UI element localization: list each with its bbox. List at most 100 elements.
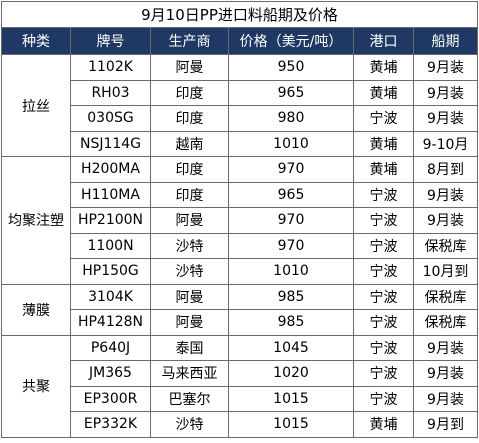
grade-cell: HP2100N: [70, 207, 151, 234]
table-row: JM365 马来西亚 1020 宁波 9月装: [2, 360, 479, 387]
header-shipping: 船期: [412, 27, 479, 55]
shipping-cell: 9月装: [412, 79, 479, 106]
header-grade: 牌号: [70, 27, 151, 55]
grade-cell: 1102K: [70, 54, 151, 81]
port-cell: 黄埔: [353, 130, 414, 157]
grade-cell: 030SG: [70, 105, 151, 132]
table-row: 030SG 印度 980 宁波 9月装: [2, 105, 479, 132]
port-cell: 黄埔: [353, 156, 414, 183]
producer-cell: 沙特: [150, 258, 229, 285]
shipping-cell: 9月装: [412, 105, 479, 132]
port-cell: 宁波: [353, 309, 414, 336]
port-cell: 黄埔: [353, 411, 414, 438]
grade-cell: 1100N: [70, 232, 151, 259]
table-row: H110MA 印度 965 宁波 9月装: [2, 181, 479, 208]
price-cell: 1045: [228, 334, 354, 361]
price-cell: 965: [228, 79, 354, 106]
price-cell: 1015: [228, 411, 354, 438]
producer-cell: 印度: [150, 156, 229, 183]
grade-cell: HP150G: [70, 258, 151, 285]
price-cell: 970: [228, 232, 354, 259]
table-row: HP4128N 阿曼 985 宁波 保税库: [2, 309, 479, 336]
price-cell: 1015: [228, 385, 354, 412]
port-cell: 宁波: [353, 283, 414, 310]
table-row: EP300R 巴塞尔 1015 宁波 9月装: [2, 385, 479, 412]
price-cell: 1010: [228, 130, 354, 157]
grade-cell: RH03: [70, 79, 151, 106]
producer-cell: 阿曼: [150, 54, 229, 81]
header-producer: 生产商: [150, 27, 229, 55]
port-cell: 黄埔: [353, 54, 414, 81]
producer-cell: 沙特: [150, 232, 229, 259]
grade-cell: JM365: [70, 360, 151, 387]
header-port: 港口: [353, 27, 414, 55]
price-cell: 980: [228, 105, 354, 132]
table-row: 1100N 沙特 970 宁波 保税库: [2, 232, 479, 259]
category-cell: 拉丝: [1, 54, 71, 157]
grade-cell: NSJ114G: [70, 130, 151, 157]
port-cell: 宁波: [353, 207, 414, 234]
category-cell: 均聚注塑: [1, 156, 71, 285]
shipping-cell: 8月到: [412, 156, 479, 183]
port-cell: 宁波: [353, 105, 414, 132]
producer-cell: 沙特: [150, 411, 229, 438]
port-cell: 宁波: [353, 385, 414, 412]
table-title: 9月10日PP进口料船期及价格: [0, 1, 479, 28]
grade-cell: EP332K: [70, 411, 151, 438]
table-row: NSJ114G 越南 1010 黄埔 9-10月: [2, 130, 479, 157]
table-row: EP332K 沙特 1015 黄埔 9月到: [2, 411, 479, 438]
price-cell: 970: [228, 156, 354, 183]
grade-cell: EP300R: [70, 385, 151, 412]
table-row: HP150G 沙特 1010 宁波 10月到: [2, 258, 479, 285]
table-row: 共聚 P640J 泰国 1045 宁波 9月装: [1, 334, 479, 438]
grade-cell: P640J: [70, 334, 151, 361]
producer-cell: 越南: [150, 130, 229, 157]
shipping-cell: 9月装: [412, 360, 479, 387]
shipping-cell: 保税库: [412, 309, 479, 336]
table-row: 薄膜 3104K 阿曼 985 宁波 保税库: [1, 283, 479, 336]
header-category: 种类: [1, 27, 71, 55]
table-row: HP2100N 阿曼 970 宁波 9月装: [2, 207, 479, 234]
price-cell: 985: [228, 309, 354, 336]
grade-cell: 3104K: [70, 283, 151, 310]
table-row: 均聚注塑 H200MA 印度 970 黄埔 8月到: [1, 156, 479, 285]
shipping-cell: 保税库: [412, 232, 479, 259]
price-cell: 1020: [228, 360, 354, 387]
port-cell: 黄埔: [353, 79, 414, 106]
shipping-cell: 9月到: [412, 411, 479, 438]
category-cell: 薄膜: [1, 283, 71, 336]
producer-cell: 阿曼: [150, 309, 229, 336]
price-cell: 1010: [228, 258, 354, 285]
shipping-cell: 9月装: [412, 385, 479, 412]
header-price: 价格（美元/吨）: [228, 27, 354, 55]
shipping-cell: 保税库: [412, 283, 479, 310]
table-header-row: 种类 牌号 生产商 价格（美元/吨） 港口 船期: [1, 27, 479, 55]
producer-cell: 泰国: [150, 334, 229, 361]
price-cell: 985: [228, 283, 354, 310]
shipping-cell: 9-10月: [412, 130, 479, 157]
producer-cell: 印度: [150, 105, 229, 132]
price-cell: 950: [228, 54, 354, 81]
producer-cell: 巴塞尔: [150, 385, 229, 412]
producer-cell: 阿曼: [150, 283, 229, 310]
shipping-cell: 9月装: [412, 54, 479, 81]
price-cell: 965: [228, 181, 354, 208]
price-cell: 970: [228, 207, 354, 234]
table-title-row: 9月10日PP进口料船期及价格: [0, 1, 479, 28]
shipping-cell: 9月装: [412, 207, 479, 234]
shipping-cell: 9月装: [412, 334, 479, 361]
table-row: 拉丝 1102K 阿曼 950 黄埔 9月装: [1, 54, 479, 157]
port-cell: 宁波: [353, 258, 414, 285]
table-row: RH03 印度 965 黄埔 9月装: [2, 79, 479, 106]
grade-cell: H110MA: [70, 181, 151, 208]
shipping-cell: 10月到: [412, 258, 479, 285]
shipping-cell: 9月装: [412, 181, 479, 208]
producer-cell: 印度: [150, 181, 229, 208]
grade-cell: HP4128N: [70, 309, 151, 336]
port-cell: 宁波: [353, 334, 414, 361]
category-cell: 共聚: [1, 334, 71, 438]
producer-cell: 阿曼: [150, 207, 229, 234]
